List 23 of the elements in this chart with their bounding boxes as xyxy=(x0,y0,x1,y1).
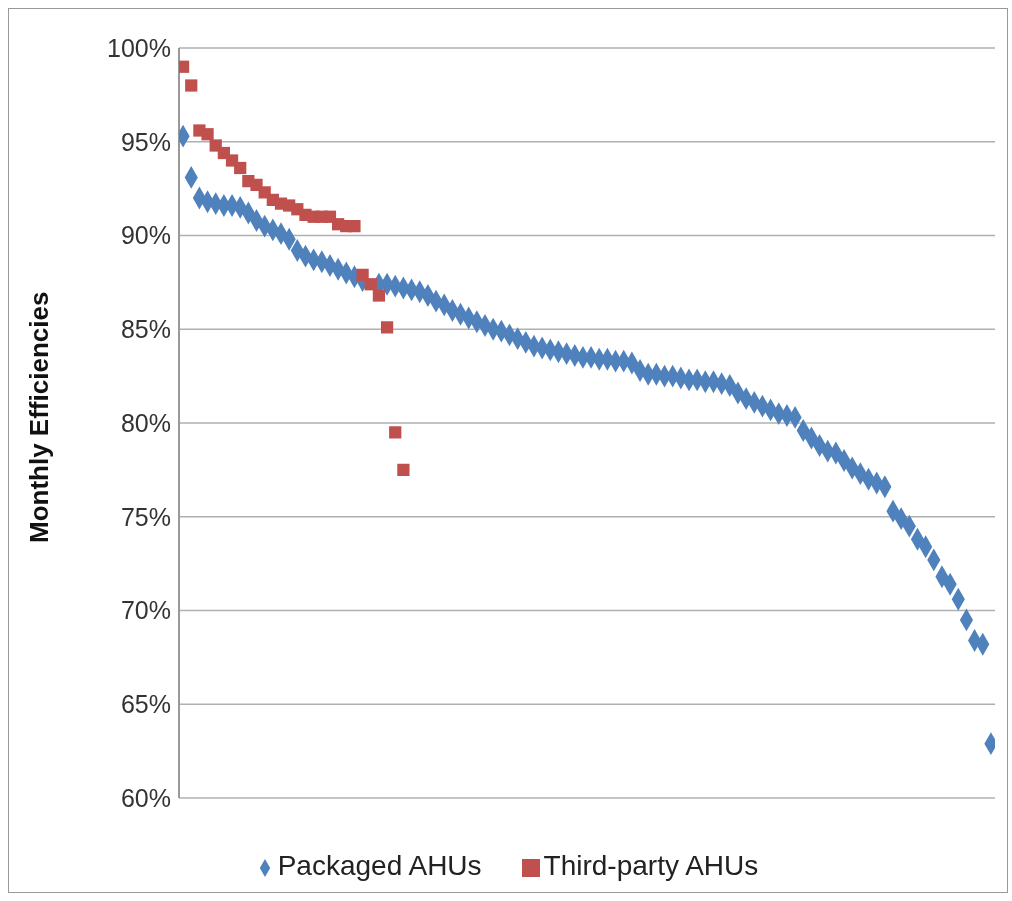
point xyxy=(179,60,190,73)
point xyxy=(372,289,386,302)
point xyxy=(389,426,402,439)
point xyxy=(201,128,214,141)
point xyxy=(348,220,361,233)
legend-label: Third-party AHUs xyxy=(543,850,759,881)
y-tick-label: 70% xyxy=(120,596,171,625)
point xyxy=(185,79,198,92)
y-axis-title: Monthly Efficiencies xyxy=(24,291,55,543)
y-tick-label: 75% xyxy=(120,502,171,531)
point xyxy=(380,321,394,334)
point xyxy=(356,268,369,281)
y-tick-label: 90% xyxy=(120,221,171,250)
point xyxy=(364,278,377,291)
legend-label: Packaged AHUs xyxy=(277,850,482,881)
point xyxy=(234,161,247,175)
point xyxy=(397,463,410,476)
y-tick-label: 85% xyxy=(120,315,171,344)
y-tick-label: 60% xyxy=(120,783,171,812)
y-tick-label: 100% xyxy=(107,33,171,62)
y-tick-label: 95% xyxy=(120,127,171,156)
y-tick-label: 80% xyxy=(120,408,171,437)
y-tick-label: 65% xyxy=(120,690,171,719)
